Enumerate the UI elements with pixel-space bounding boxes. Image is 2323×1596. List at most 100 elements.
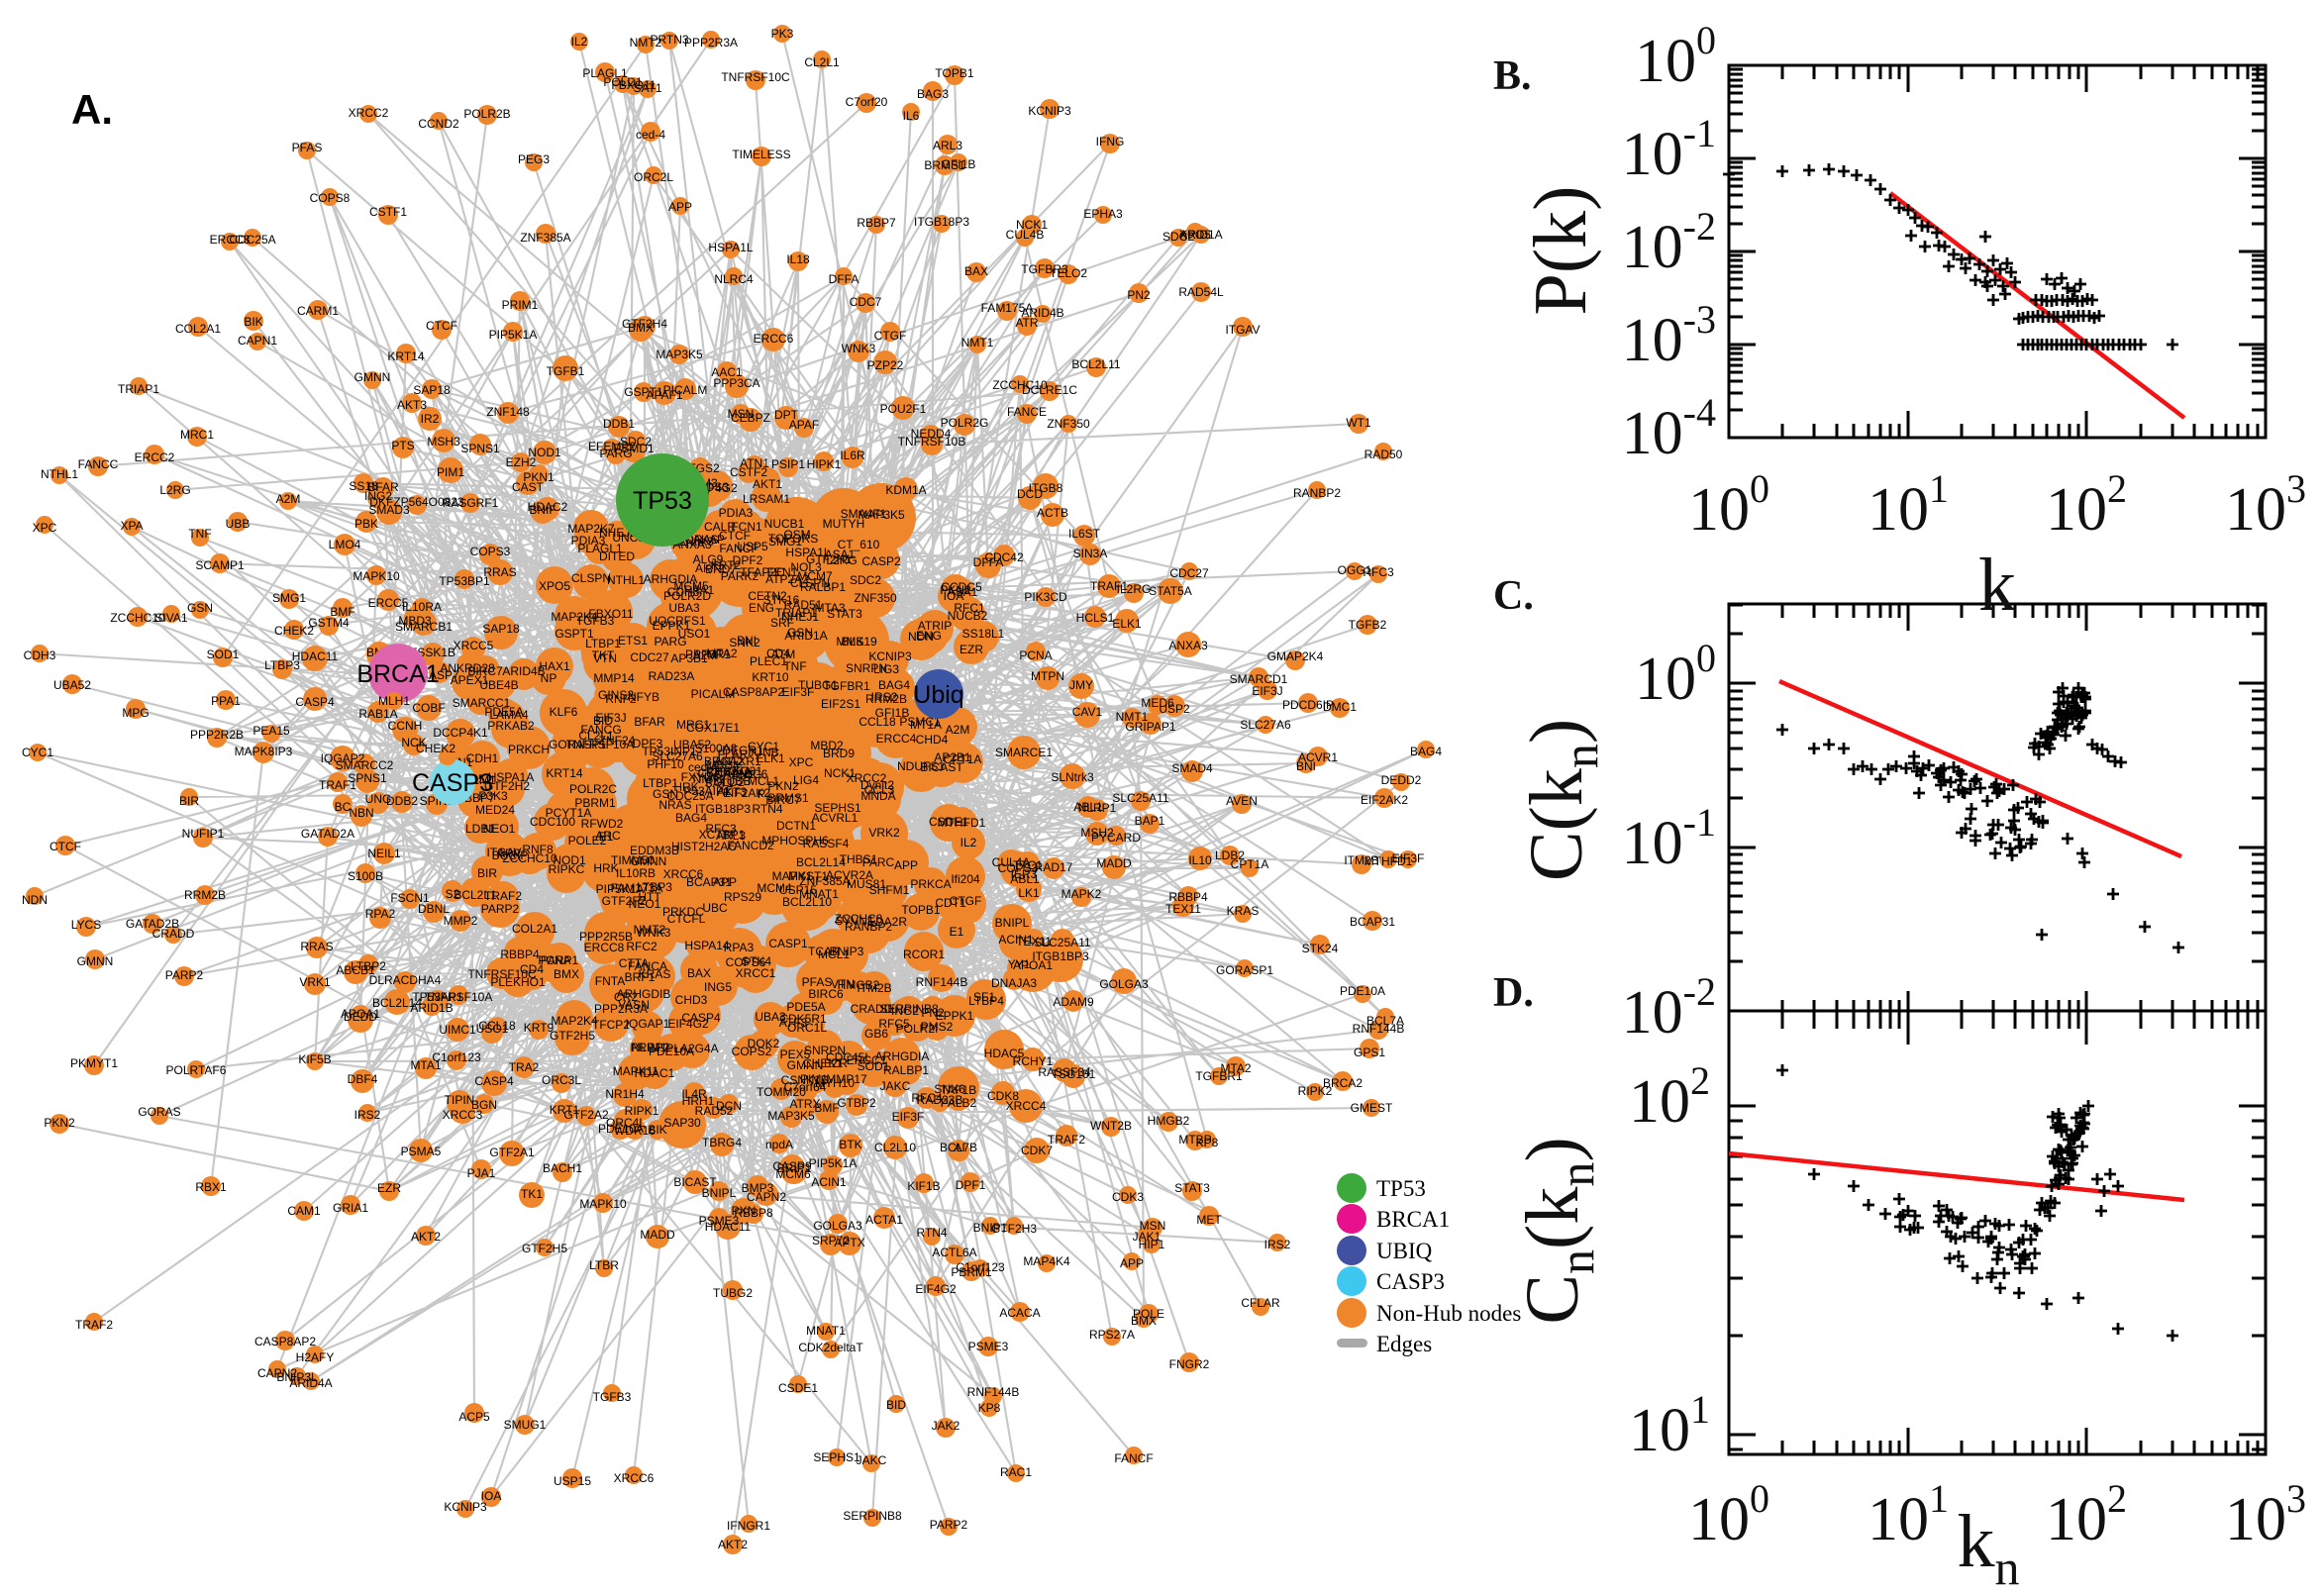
svg-text:RBBP4: RBBP4 — [500, 948, 540, 961]
svg-text:GFI1B: GFI1B — [875, 706, 910, 720]
svg-text:SLC27A6: SLC27A6 — [1240, 718, 1291, 732]
svg-text:ERCC1: ERCC1 — [847, 1053, 887, 1067]
svg-text:BIR: BIR — [477, 866, 497, 880]
svg-text:ARID4A: ARID4A — [289, 1376, 332, 1390]
svg-text:TGFBR1: TGFBR1 — [1195, 1069, 1243, 1083]
svg-text:NLRC4: NLRC4 — [714, 272, 754, 286]
svg-text:CDH3: CDH3 — [24, 648, 56, 662]
svg-text:POLR2G: POLR2G — [941, 416, 989, 430]
svg-text:TP53INP1: TP53INP1 — [642, 745, 697, 758]
svg-text:NHEJ1: NHEJ1 — [781, 610, 819, 624]
svg-text:ORC1L: ORC1L — [787, 1021, 827, 1035]
svg-text:HDAC11: HDAC11 — [705, 1220, 752, 1234]
svg-text:EIF2AK2: EIF2AK2 — [723, 786, 770, 800]
svg-text:NTHL1: NTHL1 — [607, 573, 645, 587]
svg-text:IL6ST: IL6ST — [1068, 527, 1101, 541]
svg-text:RRAS: RRAS — [483, 565, 516, 579]
svg-text:RASGRF1: RASGRF1 — [443, 496, 499, 510]
svg-text:NMT2: NMT2 — [693, 772, 726, 786]
svg-text:VTN: VTN — [593, 651, 617, 665]
svg-text:CCNH: CCNH — [388, 719, 423, 733]
svg-text:SDC2: SDC2 — [850, 573, 881, 587]
svg-text:BRCA2: BRCA2 — [1323, 1076, 1363, 1090]
svg-text:ITGAV: ITGAV — [1225, 323, 1260, 337]
svg-text:GATAD2A: GATAD2A — [301, 827, 354, 841]
svg-text:CALR: CALR — [704, 520, 736, 534]
svg-text:GSN: GSN — [187, 601, 213, 615]
svg-text:HSPA1L: HSPA1L — [708, 241, 753, 254]
svg-text:PRKCH: PRKCH — [508, 743, 550, 756]
svg-text:PKN2: PKN2 — [940, 583, 971, 597]
svg-text:POLE: POLE — [1133, 1307, 1164, 1321]
svg-text:MTA3: MTA3 — [814, 601, 845, 615]
svg-text:CFLAR: CFLAR — [1241, 1296, 1280, 1310]
svg-text:TEX11: TEX11 — [1016, 935, 1052, 948]
svg-text:HSPA1L: HSPA1L — [785, 546, 830, 559]
svg-text:STAT3: STAT3 — [1174, 1181, 1210, 1195]
svg-text:PN2: PN2 — [1127, 288, 1151, 302]
svg-text:BNIF: BNIF — [529, 503, 556, 517]
svg-text:L2RG: L2RG — [826, 553, 857, 567]
svg-text:CCDC5: CCDC5 — [941, 580, 982, 594]
svg-text:BFAR: BFAR — [367, 480, 399, 494]
svg-text:BAG4: BAG4 — [675, 811, 707, 825]
svg-text:PKN1: PKN1 — [523, 470, 555, 484]
svg-text:CSDE1: CSDE1 — [778, 1381, 818, 1395]
svg-text:MSN: MSN — [728, 407, 755, 421]
svg-text:SMA4F1: SMA4F1 — [841, 507, 887, 521]
svg-text:MAP2K4: MAP2K4 — [551, 610, 598, 624]
svg-text:DBF4: DBF4 — [348, 1072, 378, 1086]
svg-text:GTF2H4: GTF2H4 — [622, 317, 667, 331]
svg-text:BRMS1: BRMS1 — [767, 791, 809, 805]
svg-text:RFWD2: RFWD2 — [581, 817, 624, 831]
svg-text:POLD2: POLD2 — [705, 775, 745, 789]
svg-text:HMGB2: HMGB2 — [1148, 1114, 1190, 1128]
svg-text:TP53: TP53 — [633, 487, 692, 515]
svg-text:ATF3: ATF3 — [779, 1016, 808, 1030]
svg-text:MNAT1: MNAT1 — [806, 1324, 846, 1338]
svg-text:SDC2: SDC2 — [1162, 230, 1194, 244]
svg-text:PARP2: PARP2 — [930, 1518, 968, 1532]
svg-text:XRCC3: XRCC3 — [443, 1108, 483, 1122]
svg-text:MNDA: MNDA — [860, 789, 895, 803]
svg-text:RFC1: RFC1 — [954, 601, 985, 615]
svg-text:KIF5B: KIF5B — [298, 1052, 331, 1066]
svg-text:HMGB2: HMGB2 — [838, 978, 880, 992]
svg-text:MRC1: MRC1 — [676, 718, 710, 732]
svg-text:PICALM: PICALM — [691, 687, 736, 701]
svg-text:APAF1: APAF1 — [646, 388, 682, 402]
svg-text:SRF: SRF — [770, 616, 794, 630]
svg-text:ARL3: ARL3 — [716, 829, 746, 843]
svg-text:MTA2: MTA2 — [706, 647, 737, 660]
svg-text:EDA2R: EDA2R — [867, 915, 907, 929]
svg-text:LIG4: LIG4 — [793, 773, 819, 787]
svg-text:IQGAP1: IQGAP1 — [626, 1017, 670, 1031]
svg-text:RRM2B: RRM2B — [184, 888, 226, 902]
svg-text:ACIN1: ACIN1 — [998, 933, 1034, 947]
svg-text:MMS19: MMS19 — [836, 635, 877, 648]
svg-text:GINS2: GINS2 — [598, 688, 634, 702]
svg-text:RAB1A: RAB1A — [358, 707, 397, 721]
svg-text:RRM2B: RRM2B — [865, 692, 907, 706]
svg-text:AKT2: AKT2 — [411, 1230, 441, 1244]
svg-text:SHFM1: SHFM1 — [869, 883, 910, 897]
svg-text:TNFRSF10B: TNFRSF10B — [898, 435, 966, 449]
svg-text:GATAD2B: GATAD2B — [126, 917, 179, 931]
svg-text:NTHL1: NTHL1 — [41, 467, 78, 481]
svg-text:RPS27A: RPS27A — [1089, 1328, 1135, 1342]
svg-text:SMARCC1: SMARCC1 — [453, 696, 511, 710]
svg-text:S2: S2 — [446, 887, 460, 901]
svg-text:RBX1: RBX1 — [195, 1180, 227, 1194]
svg-text:RASSF34: RASSF34 — [1038, 1065, 1091, 1079]
svg-text:NRAS: NRAS — [658, 798, 691, 812]
svg-text:SMAD3: SMAD3 — [368, 503, 410, 517]
svg-text:NMT2: NMT2 — [634, 923, 666, 937]
svg-text:APP: APP — [668, 200, 692, 214]
svg-text:TNFRSF10A: TNFRSF10A — [566, 738, 635, 751]
svg-text:SIVA1: SIVA1 — [154, 611, 187, 625]
svg-text:ANTXR1: ANTXR1 — [714, 754, 761, 768]
svg-text:CDC27: CDC27 — [630, 650, 669, 664]
svg-text:PPP2R3A: PPP2R3A — [684, 36, 738, 50]
svg-text:CDC100: CDC100 — [530, 815, 575, 829]
svg-text:CTGF: CTGF — [950, 894, 982, 908]
